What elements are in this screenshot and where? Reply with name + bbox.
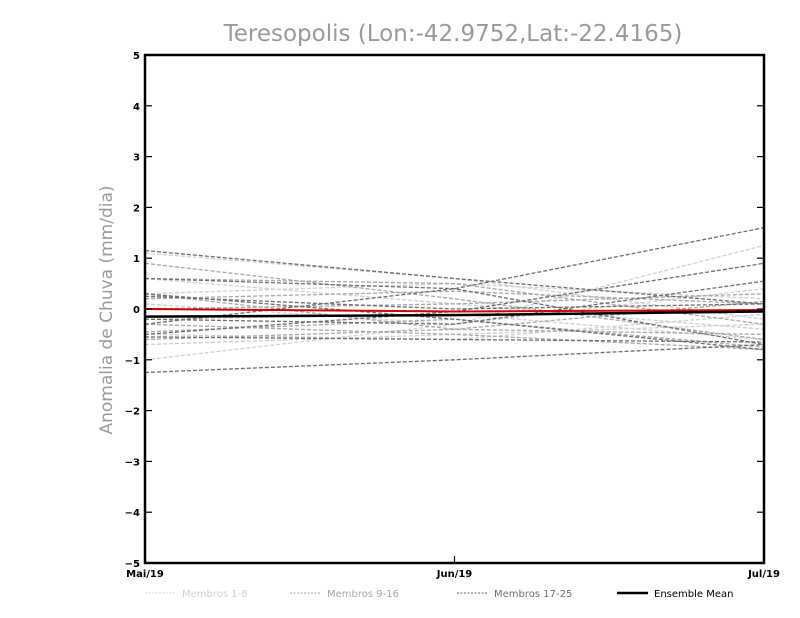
y-axis-label: Anomalia de Chuva (mm/dia)	[97, 185, 117, 434]
y-axis-ticks: −5 −4 −3 −2 −1 0 1 2 3 4 5	[125, 51, 764, 570]
y-tick-label: −3	[125, 457, 140, 468]
y-tick-label: −5	[125, 559, 140, 570]
ensemble-mean-line	[144, 310, 765, 318]
member-series-line-13	[144, 293, 765, 310]
member-series-line-23	[144, 277, 765, 346]
member-series-line-10	[144, 328, 765, 341]
reference-series-line	[144, 308, 765, 313]
member-series-line-25	[144, 295, 765, 310]
x-tick-label: Mai/19	[126, 569, 164, 580]
member-series-line-20	[144, 262, 765, 336]
member-series-line-15	[144, 318, 765, 348]
legend: Membros 1-8 Membros 9-16 Membros 17-25 Ense…	[145, 589, 733, 600]
y-tick-label: 2	[133, 203, 140, 214]
member-series-line-17	[144, 343, 765, 374]
member-series-layer	[144, 227, 765, 374]
y-tick-label: 5	[133, 51, 140, 62]
member-series-line-22	[144, 280, 765, 325]
member-series-line-2	[144, 277, 765, 330]
legend-entry-label: Membros 1-8	[182, 589, 248, 600]
chart-title: Teresopolis (Lon:-42.9752,Lat:-22.4165)	[223, 21, 683, 47]
legend-entry-label: Ensemble Mean	[654, 589, 733, 600]
y-tick-label: 0	[133, 305, 140, 316]
mean-series-layer	[144, 308, 765, 318]
member-series-line-9	[144, 290, 765, 305]
y-tick-label: 3	[133, 153, 140, 164]
member-series-line-1	[144, 244, 765, 361]
y-tick-label: 1	[133, 254, 140, 265]
member-series-line-21	[144, 293, 765, 351]
y-tick-label: 4	[133, 102, 140, 113]
x-tick-label: Jul/19	[747, 569, 780, 580]
legend-entry-label: Membros 9-16	[327, 589, 399, 600]
y-tick-label: −4	[125, 508, 140, 519]
member-series-line-18	[144, 227, 765, 325]
x-axis-ticks: Mai/19 Jun/19 Jul/19	[126, 556, 780, 580]
x-tick-label: Jun/19	[436, 569, 473, 580]
legend-entry-label: Membros 17-25	[494, 589, 572, 600]
y-tick-label: −1	[125, 356, 140, 367]
member-series-line-24	[144, 336, 765, 343]
y-tick-label: −2	[125, 407, 140, 418]
